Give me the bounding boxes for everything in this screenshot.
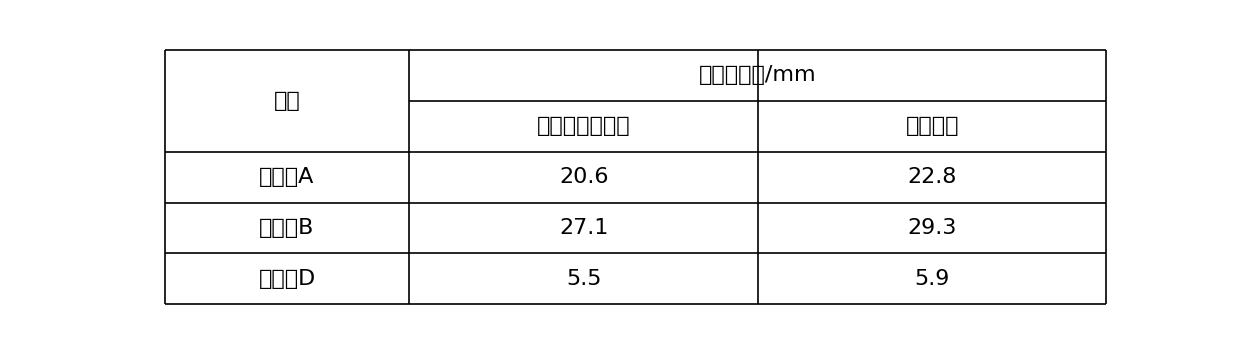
Text: 抑菌圈直径/mm: 抑菌圈直径/mm: [699, 65, 817, 85]
Text: 组合物D: 组合物D: [258, 269, 316, 289]
Text: 20.6: 20.6: [559, 167, 609, 187]
Text: 5.9: 5.9: [914, 269, 950, 289]
Text: 22.8: 22.8: [908, 167, 957, 187]
Text: 29.3: 29.3: [908, 218, 957, 238]
Text: 27.1: 27.1: [559, 218, 609, 238]
Text: 组合物B: 组合物B: [259, 218, 315, 238]
Text: 金黄色葡萄球菌: 金黄色葡萄球菌: [537, 116, 630, 136]
Text: 组合物A: 组合物A: [259, 167, 315, 187]
Text: 大肠杆菌: 大肠杆菌: [905, 116, 959, 136]
Text: 样品: 样品: [274, 91, 300, 111]
Text: 5.5: 5.5: [565, 269, 601, 289]
